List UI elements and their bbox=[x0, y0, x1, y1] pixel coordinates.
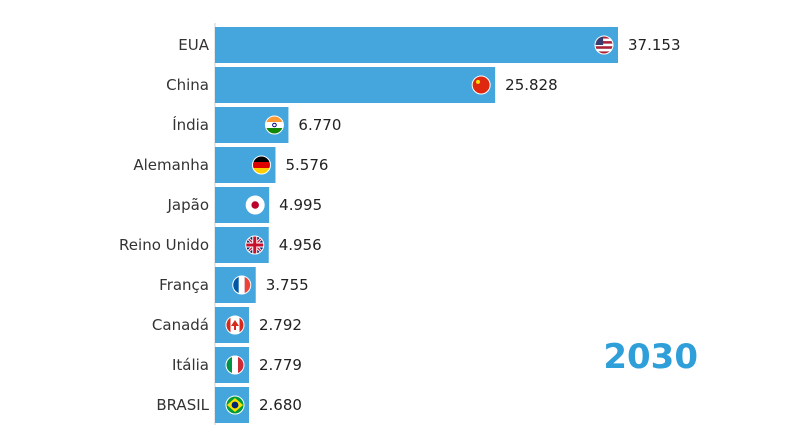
value-label-brasil: 2.680 bbox=[259, 396, 302, 414]
italy-flag-icon bbox=[225, 355, 245, 375]
value-label-franca: 3.755 bbox=[266, 276, 309, 294]
category-label-eua: EUA bbox=[178, 36, 209, 54]
category-label-china: China bbox=[166, 76, 209, 94]
france-flag-icon bbox=[232, 275, 252, 295]
year-label: 2030 bbox=[603, 337, 698, 377]
value-label-china: 25.828 bbox=[505, 76, 558, 94]
category-label-reino-unido: Reino Unido bbox=[119, 236, 209, 254]
value-label-eua: 37.153 bbox=[628, 36, 681, 54]
canada-flag-icon bbox=[225, 315, 245, 335]
category-label-italia: Itália bbox=[172, 356, 209, 374]
value-label-canada: 2.792 bbox=[259, 316, 302, 334]
usa-flag-icon bbox=[594, 35, 614, 55]
category-label-brasil: BRASIL bbox=[156, 396, 209, 414]
category-label-india: Índia bbox=[172, 115, 209, 134]
category-label-franca: França bbox=[159, 276, 209, 294]
value-label-reino-unido: 4.956 bbox=[279, 236, 322, 254]
bar-eua bbox=[215, 27, 618, 63]
india-flag-icon bbox=[264, 115, 284, 135]
category-label-japao: Japão bbox=[166, 196, 209, 214]
brazil-flag-icon bbox=[225, 395, 245, 415]
china-flag-icon bbox=[471, 75, 491, 95]
value-label-india: 6.770 bbox=[298, 116, 341, 134]
value-label-italia: 2.779 bbox=[259, 356, 302, 374]
germany-flag-icon bbox=[251, 155, 271, 175]
bar-china bbox=[215, 67, 496, 103]
category-label-canada: Canadá bbox=[152, 316, 209, 334]
value-label-alemanha: 5.576 bbox=[285, 156, 328, 174]
japan-flag-icon bbox=[245, 195, 265, 215]
category-label-alemanha: Alemanha bbox=[133, 156, 209, 174]
value-label-japao: 4.995 bbox=[279, 196, 322, 214]
uk-flag-icon bbox=[245, 235, 265, 255]
